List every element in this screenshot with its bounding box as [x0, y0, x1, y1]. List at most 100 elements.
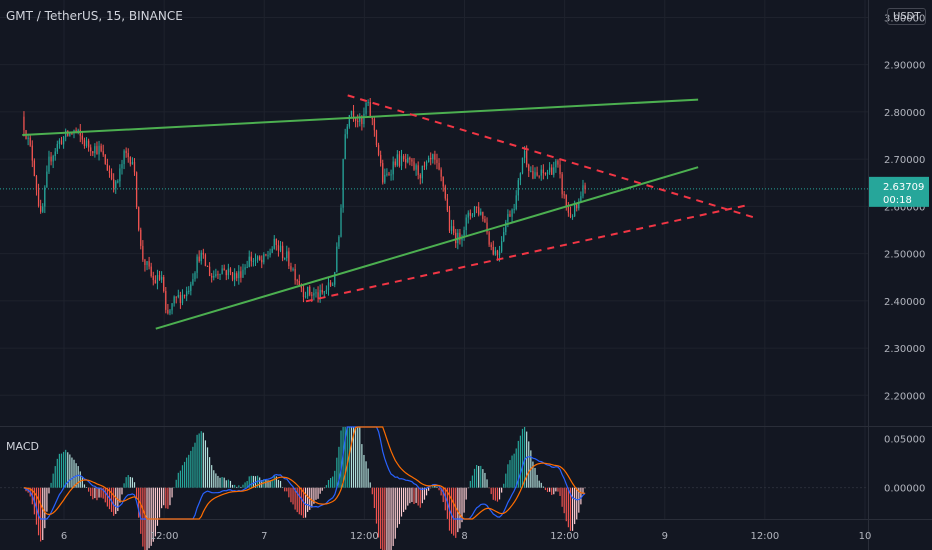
macd-histogram-bar	[467, 487, 469, 489]
macd-histogram-bar	[221, 477, 223, 488]
macd-histogram-bar	[54, 466, 56, 488]
macd-histogram-bar	[173, 487, 175, 489]
macd-histogram-bar	[513, 453, 515, 488]
candle-body	[369, 102, 371, 118]
candle-body	[528, 164, 530, 171]
macd-histogram-bar	[115, 487, 117, 514]
macd-histogram-bar	[475, 464, 478, 488]
candle-body	[405, 159, 407, 163]
candle-body	[548, 167, 551, 173]
candle-body	[175, 296, 177, 298]
candle-body	[127, 153, 129, 158]
candle-body	[106, 164, 109, 171]
macd-histogram-bar	[71, 457, 73, 488]
candle-body	[284, 258, 286, 260]
candle-body	[261, 259, 263, 263]
candle-body	[117, 181, 119, 183]
macd-histogram-bar	[367, 468, 369, 488]
candle-body	[521, 157, 524, 174]
macd-histogram-bar	[442, 487, 444, 503]
macd-histogram-bar	[171, 487, 173, 498]
candle-body	[519, 173, 522, 181]
candle-body	[113, 179, 115, 189]
indicator-label[interactable]: MACD	[6, 440, 39, 453]
candle-body	[553, 167, 555, 175]
macd-histogram-bar	[154, 487, 156, 537]
currency-button[interactable]: USDT	[887, 8, 927, 25]
macd-histogram-bar	[279, 480, 282, 488]
macd-histogram-bar	[430, 487, 432, 489]
symbol-title[interactable]: GMT / TetherUS, 15, BINANCE	[6, 9, 183, 23]
macd-histogram-bar	[194, 442, 196, 488]
macd-histogram-bar	[526, 431, 528, 488]
macd-histogram-bar	[392, 487, 394, 547]
macd-histogram-bar	[405, 487, 407, 510]
candle-body	[108, 170, 111, 174]
macd-histogram-bar	[73, 459, 75, 488]
candle-body	[551, 167, 553, 175]
candle-body	[58, 140, 61, 144]
macd-histogram-bar	[123, 483, 125, 488]
macd-histogram-bar	[90, 487, 92, 497]
macd-histogram-bar	[202, 432, 204, 488]
macd-histogram-bar	[234, 484, 236, 488]
macd-histogram-bar	[177, 472, 179, 488]
candle-body	[77, 129, 79, 132]
candle-body	[231, 272, 234, 280]
macd-histogram-bar	[282, 487, 284, 488]
candle-body	[129, 157, 131, 165]
macd-histogram-bar	[496, 487, 499, 502]
macd-histogram-bar	[369, 482, 371, 488]
candle-body	[563, 194, 565, 196]
candle-body	[388, 173, 390, 175]
candle-body	[233, 273, 236, 280]
macd-histogram-bar	[183, 461, 186, 488]
macd-histogram-bar	[271, 479, 273, 488]
price-tick-label: 2.50000	[884, 250, 925, 261]
candle-body	[350, 110, 353, 116]
candle-body	[365, 102, 367, 114]
candle-body	[492, 247, 494, 255]
candle-body	[494, 250, 497, 255]
candle-body	[94, 146, 96, 154]
macd-histogram-bar	[521, 428, 524, 488]
candle-body	[465, 217, 467, 231]
macd-histogram-bar	[69, 454, 71, 488]
candle-body	[150, 266, 152, 277]
macd-histogram-bar	[386, 487, 388, 550]
candle-body	[56, 143, 58, 152]
macd-histogram-bar	[315, 487, 317, 500]
macd-histogram-bar	[104, 487, 106, 503]
candle-body	[271, 248, 273, 253]
time-tick-label: 9	[662, 531, 668, 542]
candle-body	[411, 159, 413, 162]
macd-histogram-bar	[336, 457, 338, 488]
macd-histogram-bar	[455, 487, 457, 538]
trendlines[interactable]	[22, 94, 757, 330]
candle-body	[440, 169, 442, 177]
trendline	[22, 98, 699, 137]
macd-histogram-bar	[357, 427, 359, 488]
candle-body	[348, 115, 350, 127]
macd-histogram-bar	[398, 487, 401, 525]
macd-histogram-bar	[50, 482, 52, 488]
macd-histogram-bar	[421, 487, 423, 504]
candle-body	[555, 160, 557, 168]
candle-body	[371, 117, 373, 120]
macd-histogram-bar	[267, 480, 269, 488]
macd-histogram-bar	[106, 487, 108, 507]
macd-histogram-bar	[567, 487, 569, 528]
macd-histogram-bar	[509, 460, 511, 488]
candle-body	[213, 275, 215, 278]
candle-body	[29, 137, 31, 146]
macd-histogram-bar	[161, 487, 163, 509]
candle-body	[434, 154, 436, 160]
candle-body	[100, 145, 102, 152]
macd-histogram-bar	[138, 487, 140, 518]
macd-histogram-bar	[169, 487, 171, 506]
macd-histogram-bar	[284, 487, 286, 492]
macd-histogram-bar	[334, 470, 336, 488]
candle-body	[173, 296, 175, 304]
